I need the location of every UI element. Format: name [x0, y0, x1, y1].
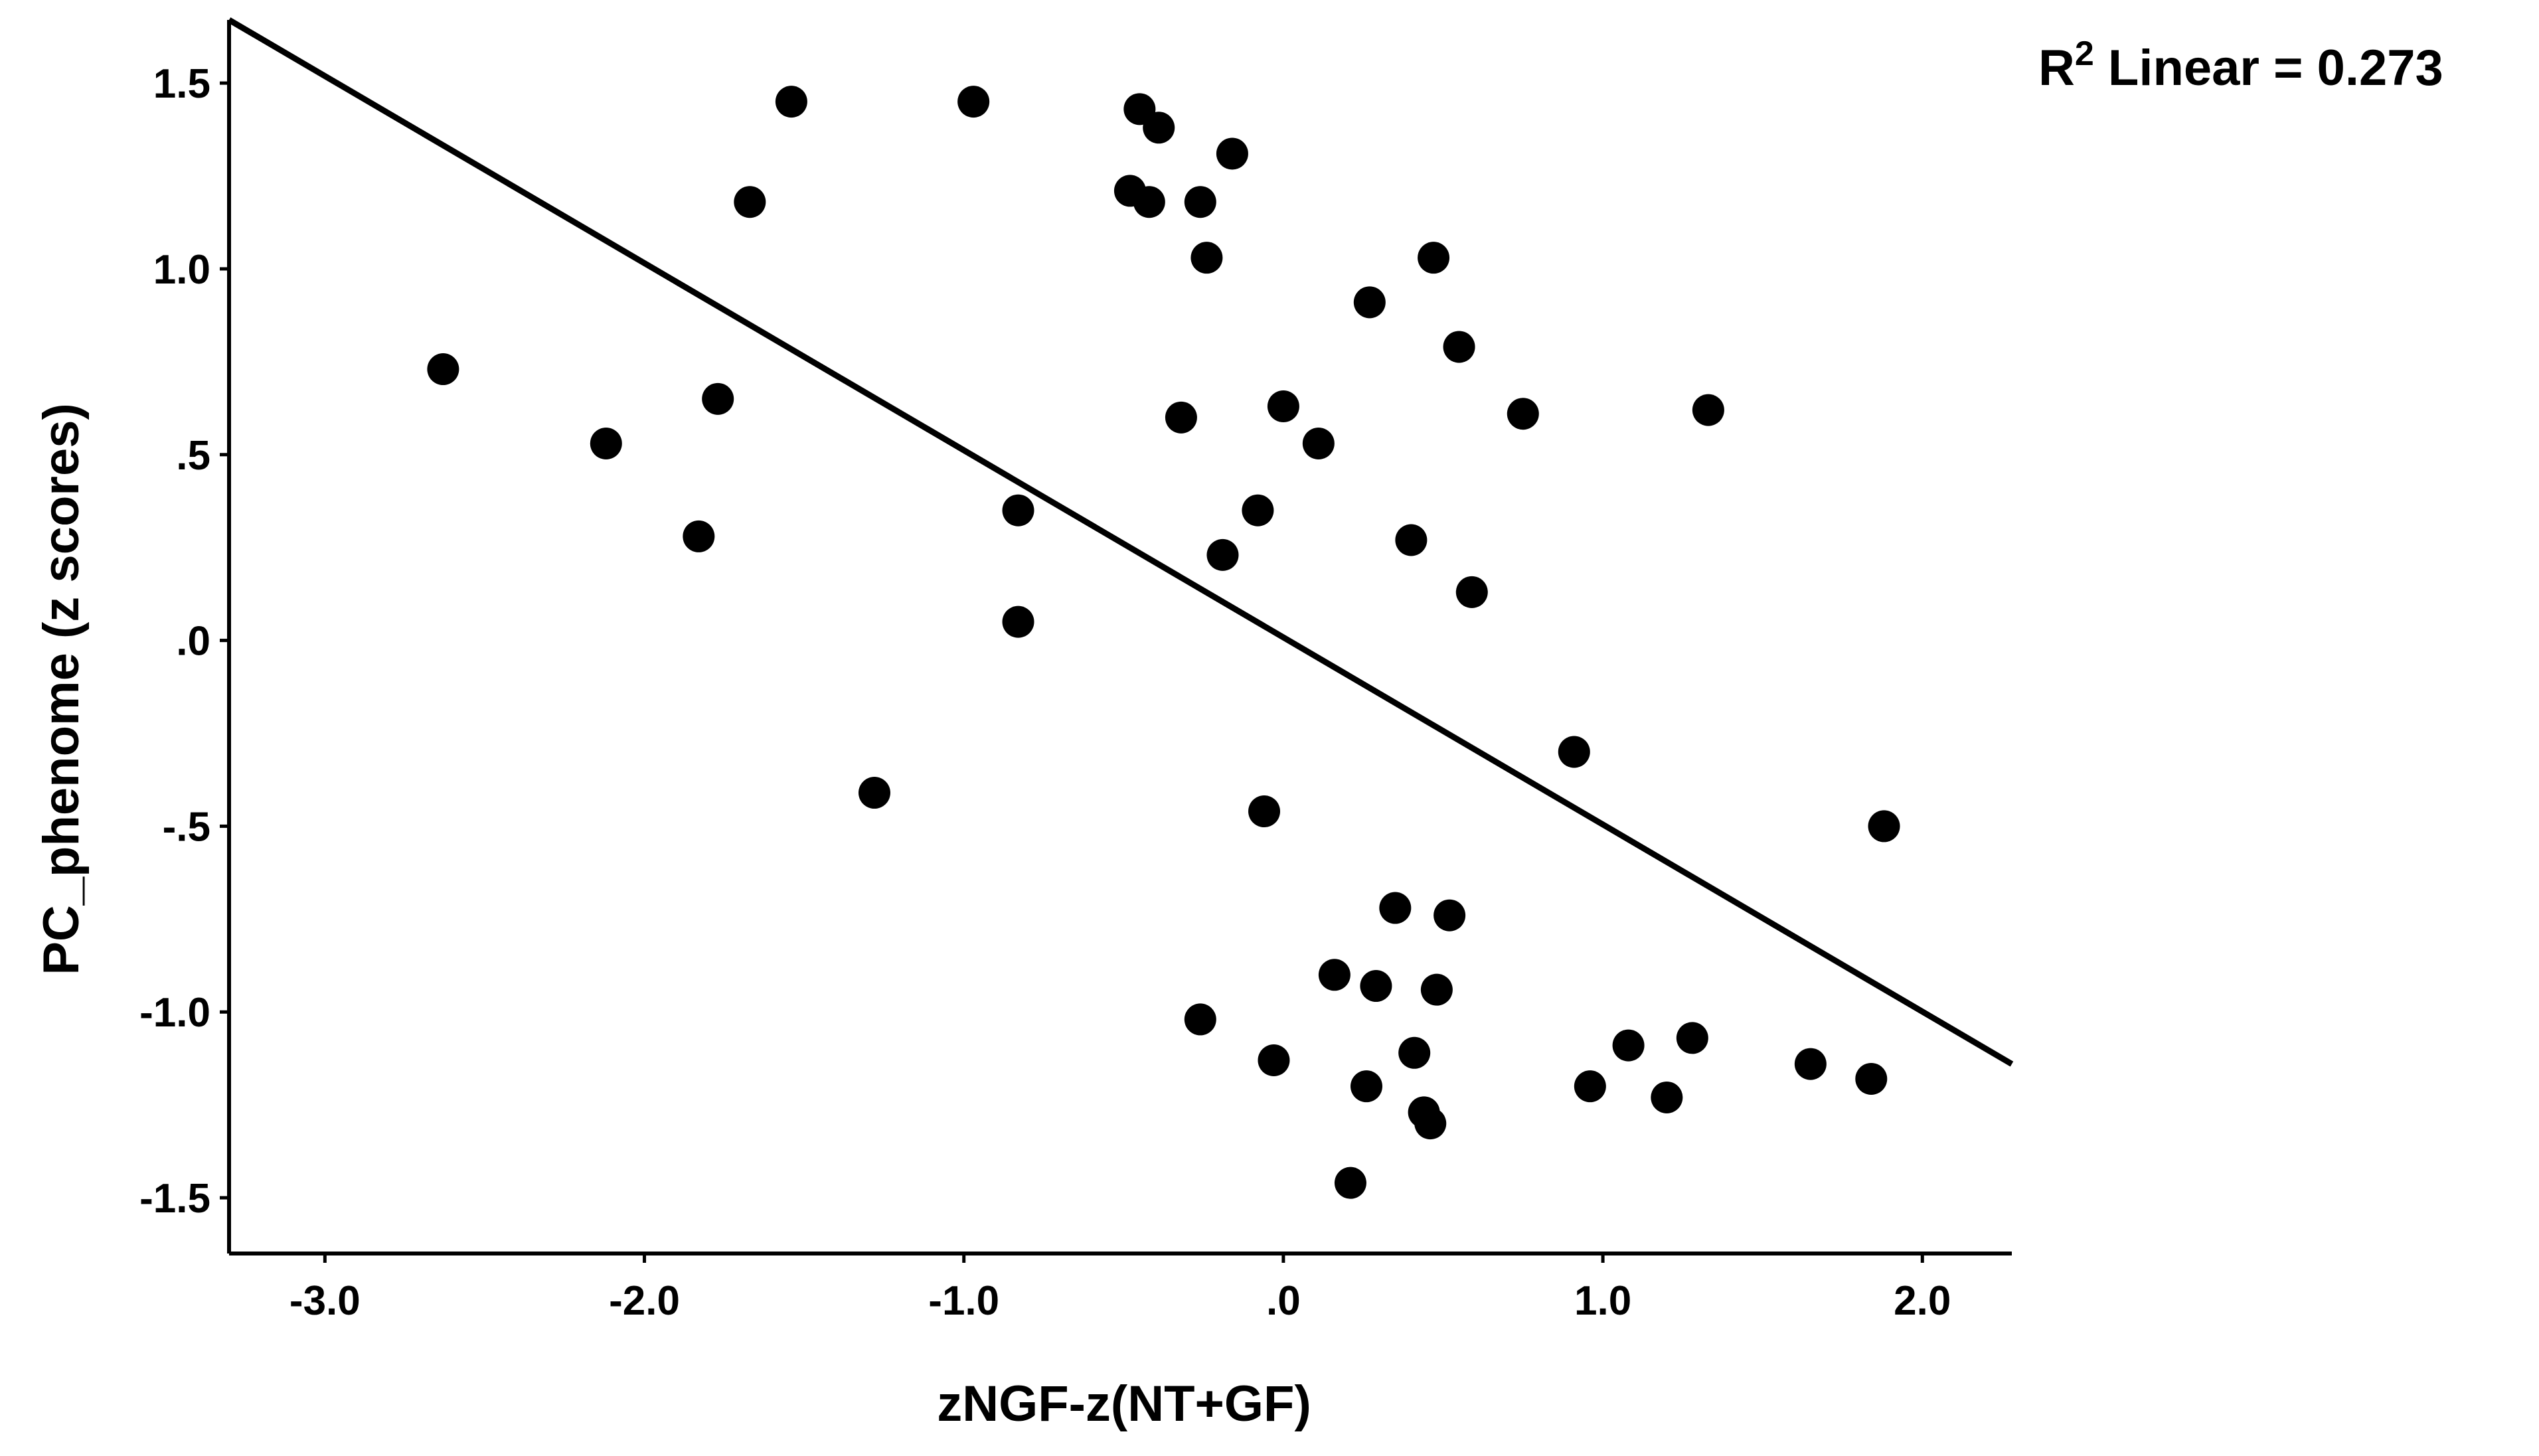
- r2-superscript: 2: [2075, 35, 2094, 73]
- data-point: [775, 86, 807, 118]
- data-point: [1612, 1029, 1645, 1062]
- y-axis-title: PC_phenome (z scores): [33, 403, 90, 975]
- data-point: [1353, 286, 1386, 319]
- x-tick-label: -2.0: [609, 1278, 680, 1324]
- x-tick-label: -3.0: [289, 1278, 361, 1324]
- y-tick-label: .5: [176, 433, 210, 479]
- data-point: [1414, 1107, 1447, 1140]
- data-point: [683, 520, 715, 552]
- x-tick-label: 2.0: [1894, 1278, 1951, 1324]
- data-point: [1558, 736, 1590, 768]
- y-tick-label: -.5: [163, 804, 210, 850]
- data-point: [1165, 401, 1197, 434]
- data-point: [858, 777, 890, 809]
- data-point: [1216, 137, 1248, 170]
- data-point: [427, 353, 459, 386]
- data-point: [1455, 576, 1488, 608]
- data-point: [1302, 427, 1335, 459]
- plot-area: -3.0 -2.0 -1.0 .0 1.0 2.0 1.5 1.0 .5 .0 -.5 -1.0 -1.…: [139, 17, 2014, 1324]
- y-tick-label: 1.0: [153, 247, 210, 293]
- data-point: [1692, 394, 1724, 426]
- data-point: [1794, 1048, 1827, 1080]
- r2-prefix: R: [2038, 40, 2075, 96]
- r2-annotation: R2 Linear = 0.273: [2038, 35, 2443, 96]
- data-point: [1398, 1036, 1431, 1069]
- data-point: [1206, 538, 1239, 571]
- data-point: [1443, 331, 1475, 363]
- data-point: [1420, 973, 1453, 1006]
- fit-line: [227, 17, 2014, 1067]
- data-point: [1418, 242, 1450, 274]
- y-tick-label: .0: [176, 619, 210, 665]
- data-point: [1433, 899, 1466, 931]
- data-point: [1351, 1070, 1383, 1103]
- data-point: [1395, 524, 1428, 556]
- x-tick-label: .0: [1266, 1278, 1301, 1324]
- data-point: [1002, 494, 1034, 526]
- data-point: [1133, 186, 1165, 218]
- data-point: [1258, 1044, 1290, 1076]
- data-point: [1190, 242, 1223, 274]
- data-point: [1318, 959, 1351, 991]
- data-point: [1676, 1022, 1708, 1054]
- data-point: [1184, 186, 1216, 218]
- data-point: [1574, 1070, 1606, 1103]
- data-point: [702, 382, 734, 415]
- data-point: [1184, 1003, 1216, 1036]
- data-point: [1651, 1081, 1683, 1113]
- data-point: [1360, 970, 1392, 1003]
- data-point: [1855, 1062, 1888, 1095]
- data-point: [1248, 795, 1281, 828]
- x-tick-label: 1.0: [1574, 1278, 1631, 1324]
- y-tick-label: -1.5: [139, 1176, 210, 1222]
- data-point: [1242, 494, 1274, 526]
- data-point: [590, 427, 622, 459]
- x-tick-label: -1.0: [928, 1278, 999, 1324]
- data-point: [1334, 1167, 1366, 1199]
- y-tick-label: -1.0: [139, 990, 210, 1036]
- data-point: [1868, 810, 1900, 843]
- data-point: [1379, 892, 1412, 924]
- data-point: [957, 86, 990, 118]
- data-point: [1507, 398, 1539, 430]
- data-point: [734, 186, 766, 218]
- data-point: [1143, 112, 1175, 144]
- x-axis-title: zNGF-z(NT+GF): [937, 1376, 1311, 1432]
- y-tick-label: 1.5: [153, 61, 210, 107]
- r2-text: Linear = 0.273: [2094, 40, 2443, 96]
- data-point: [1002, 606, 1034, 638]
- data-point: [1267, 390, 1299, 423]
